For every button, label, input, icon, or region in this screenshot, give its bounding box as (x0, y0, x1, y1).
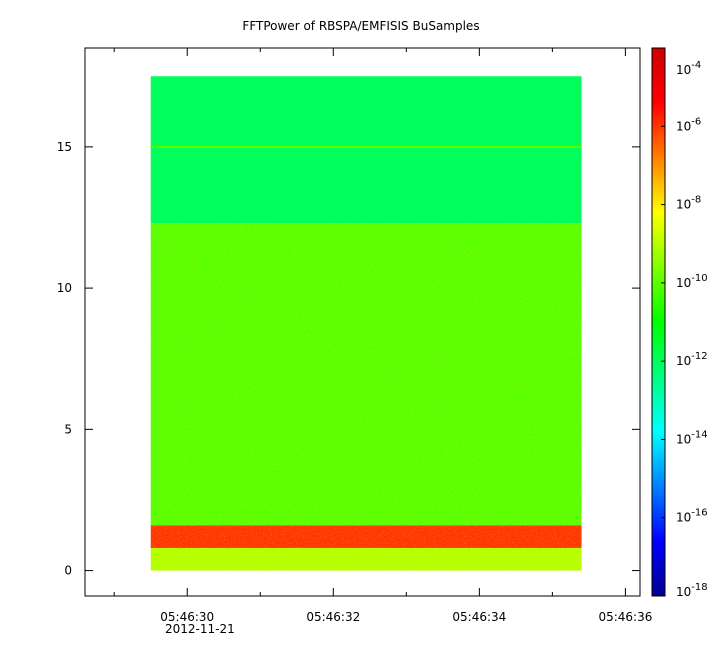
colorbar-axis: 10-4 10-6 10-8 10-10 10-12 10-14 10-16 10-18 (661, 47, 708, 599)
date-label: 2012-11-21 (165, 622, 235, 636)
chart-title: FFTPower of RBSPA/EMFISIS BuSamples (242, 19, 479, 33)
colorbar-tick-label: 10-10 (676, 273, 708, 290)
spectrogram-band (150, 76, 582, 224)
x-tick-label: 05:46:32 (306, 610, 360, 624)
x-axis: 05:46:30 05:46:32 05:46:34 05:46:36 (113, 48, 652, 624)
y-tick-label: 10 (57, 281, 72, 295)
spectrogram-image (150, 76, 582, 571)
x-tick-label: 05:46:34 (452, 610, 506, 624)
colorbar-tick-label: 10-14 (676, 429, 708, 446)
colorbar (651, 47, 666, 597)
spectrogram-texture (150, 223, 582, 571)
y-tick-label: 5 (64, 422, 72, 436)
colorbar-tick-label: 10-8 (676, 195, 701, 212)
colorbar-tick-label: 10-18 (676, 582, 708, 599)
colorbar-tick-label: 10-6 (676, 116, 701, 133)
colorbar-tick-label: 10-16 (676, 508, 708, 525)
x-tick-label: 05:46:36 (598, 610, 652, 624)
colorbar-tick-label: 10-12 (676, 351, 708, 368)
y-tick-label: 15 (57, 140, 72, 154)
y-tick-label: 0 (64, 564, 72, 578)
x-tick-label: 05:46:30 (160, 610, 214, 624)
colorbar-tick-label: 10-4 (676, 60, 701, 77)
y-axis: 0 5 10 15 (57, 140, 640, 578)
